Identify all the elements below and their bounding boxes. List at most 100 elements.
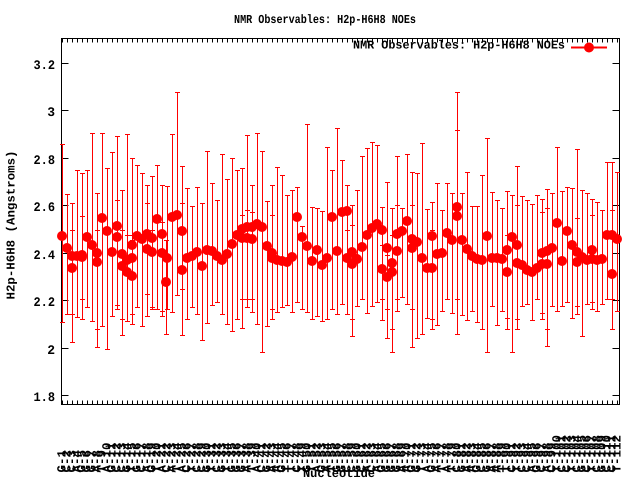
- svg-text:2.4: 2.4: [34, 248, 56, 263]
- svg-text:T-77: T-77: [436, 442, 450, 472]
- svg-text:C-101: C-101: [556, 435, 570, 473]
- svg-text:1.8: 1.8: [34, 390, 56, 405]
- svg-text:G-75: G-75: [426, 442, 440, 472]
- svg-text:A-38: A-38: [241, 442, 255, 472]
- svg-text:G-65: G-65: [376, 442, 390, 472]
- svg-text:2: 2: [47, 343, 55, 358]
- svg-text:2.8: 2.8: [34, 153, 56, 168]
- svg-text:NMR Observables: H2p-H6H8 NOEs: NMR Observables: H2p-H6H8 NOEs: [234, 13, 416, 27]
- svg-text:C-32: C-32: [211, 442, 225, 472]
- svg-text:A-70: A-70: [401, 442, 415, 472]
- svg-text:A-83: A-83: [466, 442, 480, 472]
- svg-text:C-94: C-94: [521, 442, 535, 473]
- svg-text:T-90: T-90: [501, 442, 515, 472]
- svg-text:A-88: A-88: [491, 442, 505, 472]
- svg-text:T-51: T-51: [306, 442, 320, 472]
- svg-text:A-62: A-62: [361, 442, 375, 472]
- svg-text:C-29: C-29: [196, 442, 210, 472]
- svg-text:C-106: C-106: [581, 435, 595, 473]
- svg-text:G-66: G-66: [381, 442, 395, 472]
- svg-text:C-22: C-22: [161, 442, 175, 472]
- svg-text:C-58: C-58: [341, 442, 355, 472]
- svg-text:A-64: A-64: [371, 442, 385, 473]
- svg-text:G-96: G-96: [531, 442, 545, 472]
- svg-text:T-20: T-20: [151, 442, 165, 472]
- svg-text:A-40: A-40: [251, 442, 265, 472]
- svg-text:T-100: T-100: [551, 435, 565, 473]
- svg-text:G-1: G-1: [56, 450, 70, 473]
- svg-text:A-95: A-95: [526, 442, 540, 472]
- svg-text:C-93: C-93: [516, 442, 530, 472]
- svg-text:G-16: G-16: [131, 442, 145, 472]
- svg-text:A-69: A-69: [396, 442, 410, 472]
- svg-text:G-67: G-67: [386, 442, 400, 472]
- svg-text:C-111: C-111: [606, 435, 620, 473]
- svg-text:T-34: T-34: [221, 442, 235, 473]
- svg-text:T-9: T-9: [96, 450, 110, 473]
- svg-text:G-72: G-72: [411, 442, 425, 472]
- svg-text:C-97: C-97: [536, 442, 550, 472]
- svg-text:G-14: G-14: [121, 442, 135, 473]
- svg-text:C-48: C-48: [291, 442, 305, 472]
- svg-text:T-31: T-31: [206, 442, 220, 472]
- svg-text:3: 3: [47, 105, 55, 120]
- svg-text:C-80: C-80: [451, 442, 465, 472]
- svg-text:G-105: G-105: [576, 435, 590, 473]
- svg-text:T-46: T-46: [281, 442, 295, 472]
- svg-text:A-10: A-10: [101, 442, 115, 472]
- svg-text:T-39: T-39: [246, 442, 260, 472]
- svg-text:T-15: T-15: [126, 442, 140, 472]
- svg-text:A-74: A-74: [421, 442, 435, 473]
- svg-text:A-98: A-98: [541, 442, 555, 472]
- svg-text:C-63: C-63: [366, 442, 380, 472]
- svg-text:C-85: C-85: [476, 442, 490, 472]
- svg-text:G-36: G-36: [231, 442, 245, 472]
- svg-text:A-52: A-52: [311, 442, 325, 472]
- svg-text:A-44: A-44: [271, 442, 285, 473]
- svg-text:A-87: A-87: [486, 442, 500, 472]
- svg-text:A-43: A-43: [266, 442, 280, 472]
- svg-text:A-18: A-18: [141, 442, 155, 472]
- svg-text:A-82: A-82: [461, 442, 475, 472]
- svg-text:C-3: C-3: [66, 450, 80, 473]
- svg-text:G-81: G-81: [456, 442, 470, 472]
- svg-text:C-28: C-28: [191, 442, 205, 472]
- svg-text:G-6: G-6: [81, 450, 95, 473]
- svg-text:A-8: A-8: [91, 450, 105, 473]
- svg-text:G-50: G-50: [301, 442, 315, 472]
- svg-text:C-26: C-26: [181, 442, 195, 472]
- svg-text:G-109: G-109: [596, 435, 610, 473]
- svg-text:G-56: G-56: [331, 442, 345, 472]
- svg-text:2.2: 2.2: [34, 295, 56, 310]
- svg-text:C-104: C-104: [571, 434, 585, 472]
- svg-text:G-42: G-42: [261, 442, 275, 472]
- svg-text:G-37: G-37: [236, 442, 250, 472]
- svg-text:C-99: C-99: [546, 442, 560, 472]
- svg-text:T-47: T-47: [286, 442, 300, 472]
- svg-text:C-41: C-41: [256, 442, 270, 472]
- svg-text:G-45: G-45: [276, 442, 290, 472]
- svg-text:G-19: G-19: [146, 442, 160, 472]
- svg-text:T-73: T-73: [416, 442, 430, 472]
- svg-text:A-78: A-78: [441, 442, 455, 472]
- svg-text:T-24: T-24: [171, 442, 185, 473]
- svg-text:C-110: C-110: [601, 435, 615, 473]
- svg-text:T-107: T-107: [586, 435, 600, 473]
- svg-text:T-79: T-79: [446, 442, 460, 472]
- svg-text:A-54: A-54: [321, 442, 335, 473]
- svg-text:A-25: A-25: [176, 442, 190, 472]
- svg-text:C-12: C-12: [111, 442, 125, 472]
- svg-text:G-7: G-7: [86, 450, 100, 473]
- svg-text:C-108: C-108: [591, 435, 605, 473]
- svg-text:NMR Observables: H2p-H6H8 NOEs: NMR Observables: H2p-H6H8 NOEs: [353, 39, 565, 53]
- svg-text:C-61: C-61: [356, 442, 370, 472]
- svg-text:A-21: A-21: [156, 442, 170, 472]
- svg-text:T-49: T-49: [296, 442, 310, 472]
- svg-text:C-102: C-102: [561, 435, 575, 473]
- svg-text:G-30: G-30: [201, 442, 215, 472]
- svg-text:T-92: T-92: [511, 442, 525, 472]
- svg-text:T-89: T-89: [496, 442, 510, 472]
- svg-text:T-103: T-103: [566, 435, 580, 473]
- svg-text:G-11: G-11: [106, 442, 120, 472]
- svg-text:T-112: T-112: [611, 435, 625, 473]
